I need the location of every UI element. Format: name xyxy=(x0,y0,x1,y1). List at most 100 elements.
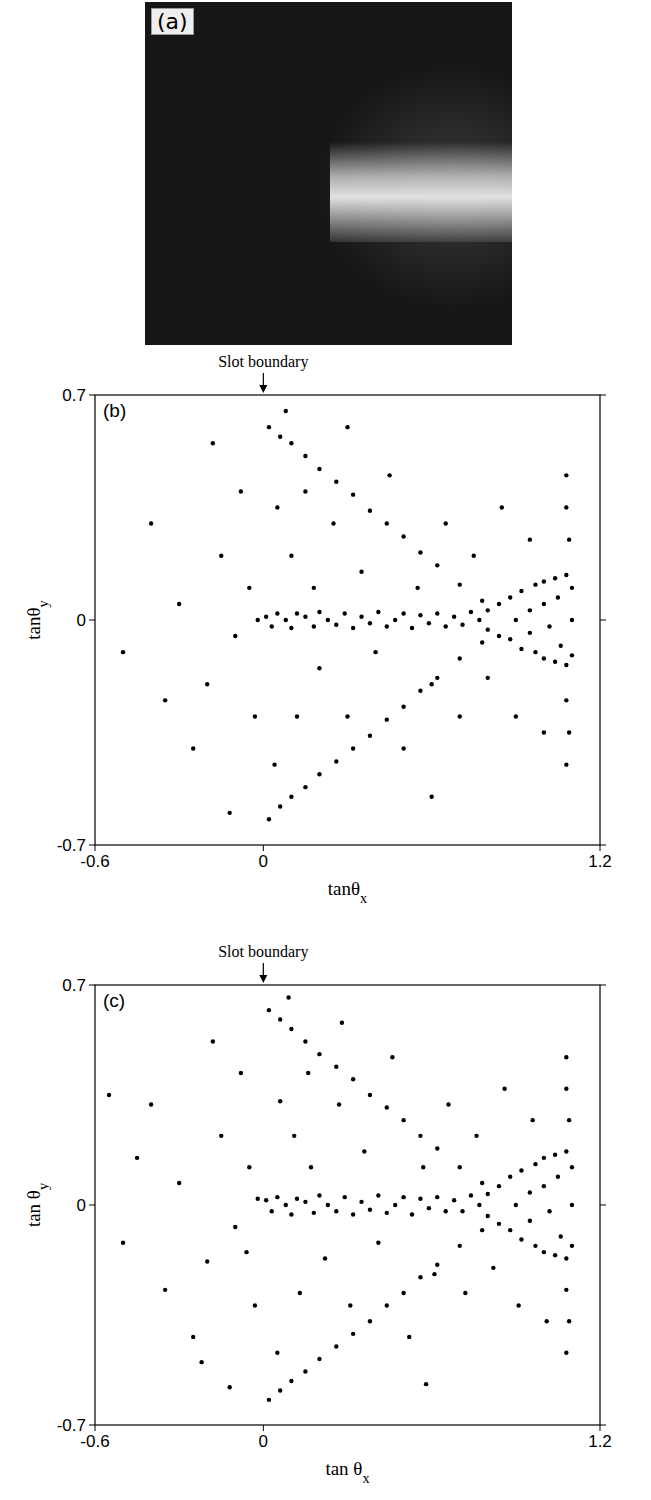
x-tick xyxy=(600,845,601,851)
point xyxy=(530,1118,534,1122)
point xyxy=(368,509,372,513)
point xyxy=(429,682,433,686)
point xyxy=(256,1197,260,1201)
point xyxy=(514,1203,518,1207)
point xyxy=(289,626,293,630)
y-tick xyxy=(89,395,95,396)
point xyxy=(292,1134,296,1138)
point xyxy=(570,586,574,590)
point xyxy=(211,441,215,445)
point xyxy=(567,1319,571,1323)
point xyxy=(514,618,518,622)
point xyxy=(303,785,307,789)
point xyxy=(191,746,195,750)
point xyxy=(418,1197,422,1201)
point xyxy=(458,582,462,586)
point xyxy=(227,1385,231,1389)
point xyxy=(227,811,231,815)
point xyxy=(497,1184,501,1188)
point xyxy=(373,650,377,654)
point xyxy=(410,1212,414,1216)
point xyxy=(345,425,349,429)
point xyxy=(295,611,299,615)
x-tick-label: 0 xyxy=(259,852,268,871)
point xyxy=(267,817,271,821)
point xyxy=(435,1263,439,1267)
y-tick-right xyxy=(600,1425,606,1426)
point xyxy=(410,626,414,630)
point xyxy=(309,1165,313,1169)
point xyxy=(564,698,568,702)
point xyxy=(303,1369,307,1373)
point xyxy=(359,570,363,574)
point xyxy=(418,1275,422,1279)
point xyxy=(342,1195,346,1199)
point xyxy=(253,1303,257,1307)
point xyxy=(516,1303,520,1307)
point xyxy=(342,611,346,615)
point xyxy=(317,1193,321,1197)
point xyxy=(443,624,447,628)
point xyxy=(519,647,523,651)
point xyxy=(149,1102,153,1106)
point xyxy=(351,626,355,630)
point xyxy=(497,634,501,638)
y-tick-label: -0.7 xyxy=(57,1416,86,1435)
point xyxy=(345,714,349,718)
point xyxy=(362,1149,366,1153)
point xyxy=(368,1319,372,1323)
point xyxy=(264,615,268,619)
point xyxy=(508,595,512,599)
x-tick-label: 0 xyxy=(259,1432,268,1451)
point xyxy=(564,1351,568,1355)
point xyxy=(368,621,372,625)
point xyxy=(418,689,422,693)
point xyxy=(480,599,484,603)
point xyxy=(443,521,447,525)
point xyxy=(149,521,153,525)
point xyxy=(334,1344,338,1348)
point xyxy=(401,746,405,750)
point xyxy=(351,1077,355,1081)
panel-label: (b) xyxy=(103,400,126,421)
point xyxy=(559,644,563,648)
point xyxy=(286,995,290,999)
point xyxy=(486,1214,490,1218)
point xyxy=(564,1087,568,1091)
point xyxy=(303,1039,307,1043)
point xyxy=(317,666,321,670)
point xyxy=(480,1228,484,1232)
point xyxy=(418,1134,422,1138)
point xyxy=(385,521,389,525)
y-tick xyxy=(89,620,95,621)
scatter-panel: -0.601.2-0.700.7tanθxtanθy(b)Slot bounda… xyxy=(23,353,612,906)
point xyxy=(508,637,512,641)
point xyxy=(368,734,372,738)
point xyxy=(486,627,490,631)
point xyxy=(429,795,433,799)
point xyxy=(418,550,422,554)
point xyxy=(435,611,439,615)
point xyxy=(519,589,523,593)
point xyxy=(477,1203,481,1207)
points xyxy=(107,995,574,1402)
point xyxy=(567,537,571,541)
point xyxy=(351,1332,355,1336)
y-axis-title: tan θy xyxy=(23,1182,51,1227)
point xyxy=(564,505,568,509)
point xyxy=(486,1192,490,1196)
point xyxy=(570,1203,574,1207)
point xyxy=(239,489,243,493)
point xyxy=(533,582,537,586)
point xyxy=(497,1222,501,1226)
label-patch xyxy=(101,399,128,422)
point xyxy=(458,1244,462,1248)
point xyxy=(528,537,532,541)
point xyxy=(368,1208,372,1212)
point xyxy=(570,618,574,622)
point xyxy=(247,586,251,590)
point xyxy=(278,1388,282,1392)
point xyxy=(427,621,431,625)
x-tick-label: 1.2 xyxy=(588,852,612,871)
points xyxy=(121,409,574,822)
